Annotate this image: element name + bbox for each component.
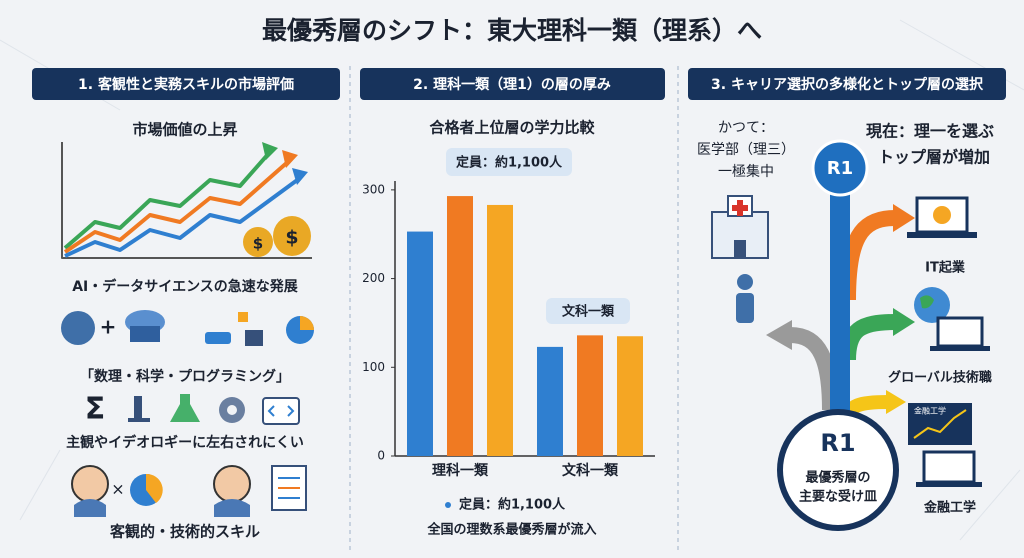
panel-header [32,68,340,100]
hospital-icon [711,195,769,259]
annotation: 定員：約1,100人 [455,155,563,171]
panel-header [688,68,1006,100]
pillar [830,150,850,420]
annotation: 文科一類 [562,304,615,320]
badge [446,148,572,176]
caption: AI・データサイエンスの急速な発展 [72,278,298,295]
badge [546,298,630,324]
x-tick-label: 理科一類 [432,462,489,479]
objectivity-icons: × [71,465,307,517]
past-text: かつて： [718,120,774,136]
y-tick-label: 0 [377,449,385,463]
ai-icons: + [61,310,314,346]
caption: 客観的・技術的スキル [109,523,260,541]
career-label: IT起業 [925,260,966,276]
currency: $ [253,235,263,253]
panel-header [360,68,665,100]
person-icon [736,274,754,323]
hub-text: 主要な受け皿 [799,489,877,505]
y-tick-label: 100 [362,360,385,374]
x-tick-label: 文科一類 [562,462,619,479]
arrow-head [886,390,906,414]
badge [811,139,869,197]
caption: 市場価値の上昇 [132,121,237,139]
panel-header-text: 3. キャリア選択の多様化とトップ層の選択 [711,76,984,93]
panel-header-text: 1. 客観性と実務スキルの市場評価 [78,76,294,93]
bullet [445,502,451,508]
y-tick-label: 200 [362,271,385,285]
money-bags: $ $ [243,216,311,257]
past-text: 医学部（理三） [697,142,795,158]
caption: 主観やイデオロギーに左右されにくい [66,434,304,451]
hub-label: R1 [820,429,855,457]
hub [777,409,899,531]
past-text: 一極集中 [718,163,774,180]
caption: 「数理・科学・プログラミング」 [80,368,290,385]
times: × [111,480,124,499]
trend-illustration [61,142,312,259]
now-text: 現在：理一を選ぶ [866,122,994,141]
global-icon [914,287,990,351]
currency: $ [285,227,298,249]
arrow-head [893,204,915,232]
it-icon [907,196,977,238]
arrow [789,327,838,411]
bar [617,336,643,456]
bar-chart: 0 100 200 300 理科一類 文科一類 [362,182,643,479]
bar [537,346,563,456]
arrow-head [766,320,792,350]
career-label: 金融工学 [923,500,976,516]
chart-title: 合格者上位層の学力比較 [428,119,595,137]
science-icons: Σ [85,392,300,427]
sigma: Σ [85,392,106,427]
bar [407,231,433,456]
finance-icon [908,403,982,487]
page-title: 最優秀層のシフト：東大理科一類（理系）へ [262,16,762,45]
badge-text: R1 [827,158,853,179]
y-tick-label: 300 [362,182,385,196]
panel-header-text: 2. 理科一類（理1）の層の厚み [413,76,611,93]
now-text: トップ層が増加 [878,148,990,167]
career-label: グローバル技術職 [888,370,992,386]
screen-label: 金融工学 [914,406,946,416]
bar [487,204,513,456]
hub-text: 最優秀層の [805,470,870,486]
bar [447,196,473,457]
plus: + [100,315,117,339]
annotation: 全国の理数系最優秀層が流入 [426,522,596,538]
bar [577,335,603,456]
arrow-head [893,308,915,336]
annotation: 定員：約1,100人 [458,497,566,513]
